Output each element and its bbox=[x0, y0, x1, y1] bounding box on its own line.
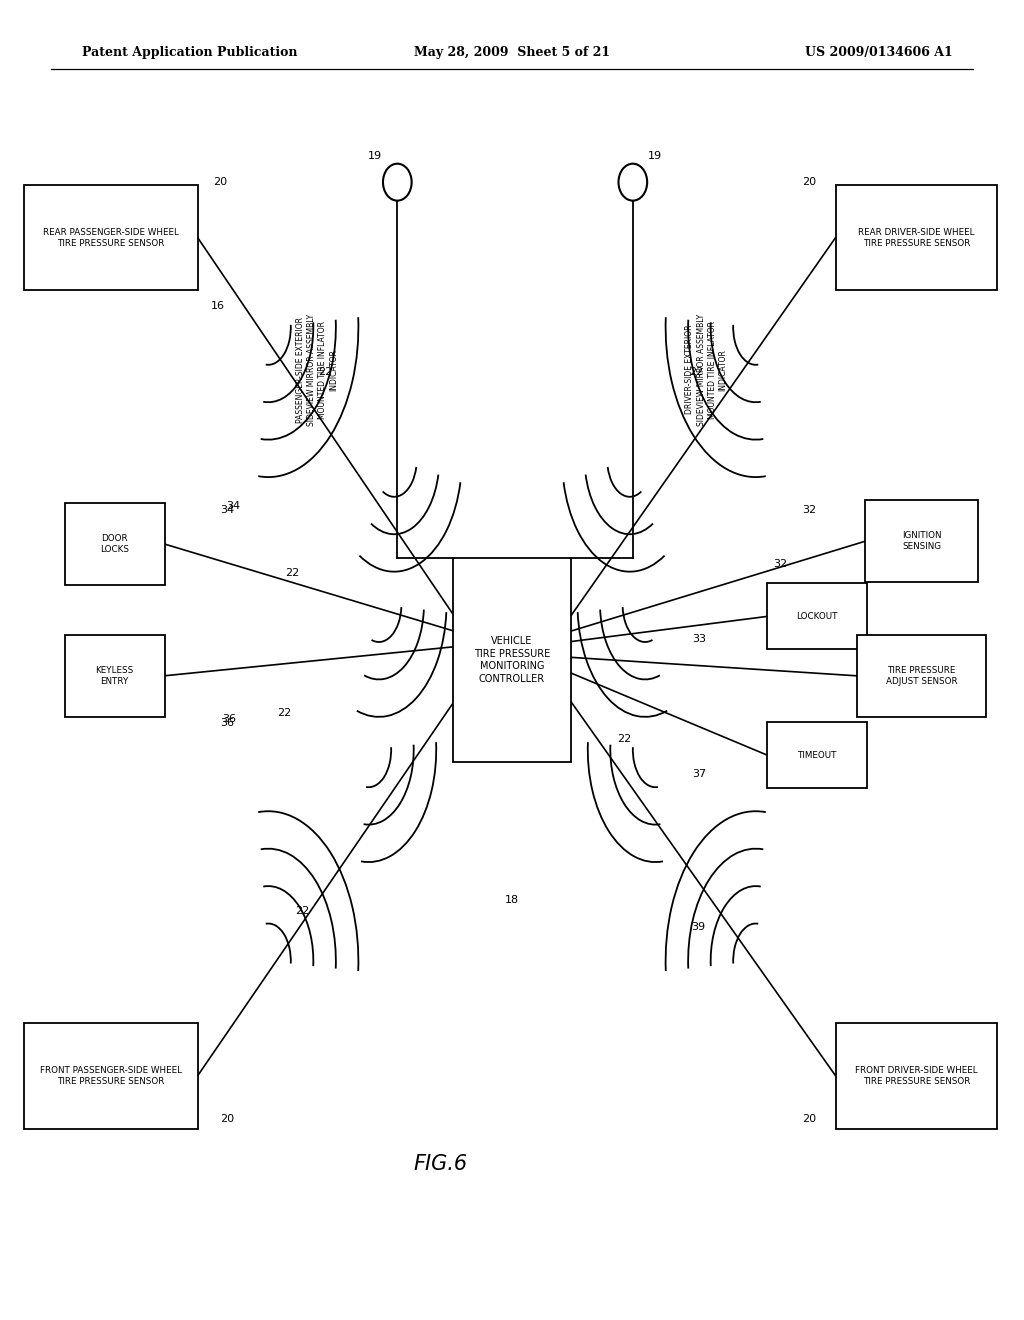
Text: IGNITION
SENSING: IGNITION SENSING bbox=[902, 531, 941, 552]
Text: May 28, 2009  Sheet 5 of 21: May 28, 2009 Sheet 5 of 21 bbox=[414, 46, 610, 59]
Text: 33: 33 bbox=[692, 634, 707, 644]
Text: DOOR
LOCKS: DOOR LOCKS bbox=[100, 533, 129, 554]
Text: TIMEOUT: TIMEOUT bbox=[798, 751, 837, 759]
Text: 19: 19 bbox=[648, 150, 663, 161]
Text: DRIVER-SIDE EXTERIOR
SIDEVIEW MIRROR ASSEMBLY
MOUNTED TIRE INFLATOR
INDICATOR: DRIVER-SIDE EXTERIOR SIDEVIEW MIRROR ASS… bbox=[685, 314, 728, 425]
Text: FRONT PASSENGER-SIDE WHEEL
TIRE PRESSURE SENSOR: FRONT PASSENGER-SIDE WHEEL TIRE PRESSURE… bbox=[40, 1065, 181, 1086]
FancyBboxPatch shape bbox=[24, 185, 198, 290]
Text: 37: 37 bbox=[692, 768, 707, 779]
FancyBboxPatch shape bbox=[767, 583, 867, 649]
FancyBboxPatch shape bbox=[65, 635, 165, 717]
Text: 22: 22 bbox=[285, 568, 299, 578]
FancyBboxPatch shape bbox=[836, 1023, 997, 1129]
FancyBboxPatch shape bbox=[24, 1023, 198, 1129]
Text: 16: 16 bbox=[211, 301, 225, 312]
Text: 34: 34 bbox=[226, 500, 241, 511]
FancyBboxPatch shape bbox=[865, 500, 978, 582]
Text: 22: 22 bbox=[617, 734, 632, 744]
Text: PASSENGER-SIDE EXTERIOR
SIDEVIEW MIRROR ASSEMBLY
MOUNTED TIRE INFLATOR
INDICATOR: PASSENGER-SIDE EXTERIOR SIDEVIEW MIRROR … bbox=[296, 314, 339, 425]
Text: 32: 32 bbox=[802, 504, 816, 515]
Text: REAR PASSENGER-SIDE WHEEL
TIRE PRESSURE SENSOR: REAR PASSENGER-SIDE WHEEL TIRE PRESSURE … bbox=[43, 227, 178, 248]
Text: REAR DRIVER-SIDE WHEEL
TIRE PRESSURE SENSOR: REAR DRIVER-SIDE WHEEL TIRE PRESSURE SEN… bbox=[858, 227, 975, 248]
Text: 32: 32 bbox=[773, 558, 787, 569]
Text: 20: 20 bbox=[802, 1114, 816, 1125]
Text: 22: 22 bbox=[278, 708, 292, 718]
Text: FIG.6: FIG.6 bbox=[414, 1154, 467, 1175]
Text: FRONT DRIVER-SIDE WHEEL
TIRE PRESSURE SENSOR: FRONT DRIVER-SIDE WHEEL TIRE PRESSURE SE… bbox=[855, 1065, 978, 1086]
Text: 39: 39 bbox=[691, 921, 706, 932]
Circle shape bbox=[618, 164, 647, 201]
Text: LOCKOUT: LOCKOUT bbox=[797, 612, 838, 620]
Text: TIRE PRESSURE
ADJUST SENSOR: TIRE PRESSURE ADJUST SENSOR bbox=[886, 665, 957, 686]
Text: 34: 34 bbox=[220, 504, 234, 515]
Text: 20: 20 bbox=[802, 177, 816, 187]
Text: 20: 20 bbox=[213, 177, 227, 187]
Circle shape bbox=[383, 164, 412, 201]
Text: KEYLESS
ENTRY: KEYLESS ENTRY bbox=[95, 665, 134, 686]
Text: US 2009/0134606 A1: US 2009/0134606 A1 bbox=[805, 46, 952, 59]
FancyBboxPatch shape bbox=[65, 503, 165, 585]
Text: 22: 22 bbox=[295, 906, 309, 916]
Text: VEHICLE
TIRE PRESSURE
MONITORING
CONTROLLER: VEHICLE TIRE PRESSURE MONITORING CONTROL… bbox=[474, 636, 550, 684]
FancyBboxPatch shape bbox=[857, 635, 986, 717]
FancyBboxPatch shape bbox=[767, 722, 867, 788]
Text: 18: 18 bbox=[505, 895, 519, 906]
Text: 22: 22 bbox=[689, 367, 703, 378]
Text: Patent Application Publication: Patent Application Publication bbox=[82, 46, 297, 59]
FancyBboxPatch shape bbox=[836, 185, 997, 290]
FancyBboxPatch shape bbox=[453, 557, 571, 763]
Text: 20: 20 bbox=[220, 1114, 234, 1125]
Text: 36: 36 bbox=[222, 714, 237, 725]
Text: 19: 19 bbox=[368, 150, 382, 161]
Text: 36: 36 bbox=[220, 718, 234, 729]
Text: 22: 22 bbox=[318, 367, 333, 378]
